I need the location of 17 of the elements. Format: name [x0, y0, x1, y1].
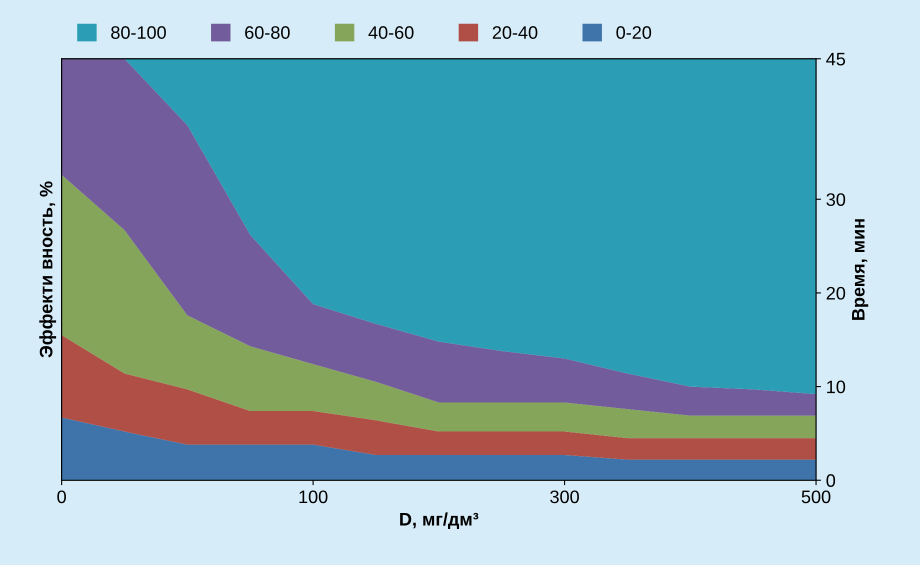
x-tick-label: 0 — [57, 490, 66, 504]
y2-tick-label: 30 — [826, 193, 846, 206]
legend-label: 40-60 — [368, 26, 414, 39]
legend-label: 80-100 — [111, 26, 166, 39]
x-axis-title: D, мг/дм³ — [400, 512, 478, 530]
legend-label: 0-20 — [616, 26, 652, 39]
x-tick-label: 500 — [802, 490, 830, 504]
legend-label: 60-80 — [245, 26, 290, 39]
y-axis-title: Эффекти вность, % — [39, 181, 56, 358]
y2-tick-label: 45 — [826, 52, 846, 66]
x-tick-label: 300 — [550, 490, 579, 504]
legend-label: 20-40 — [492, 26, 538, 39]
y2-tick-label: 20 — [826, 286, 846, 300]
y2-tick-label: 10 — [827, 380, 846, 394]
y2-tick-label: 0 — [826, 474, 836, 487]
y2-axis-title: Время, мин — [852, 219, 868, 320]
x-tick-label: 100 — [299, 490, 328, 504]
